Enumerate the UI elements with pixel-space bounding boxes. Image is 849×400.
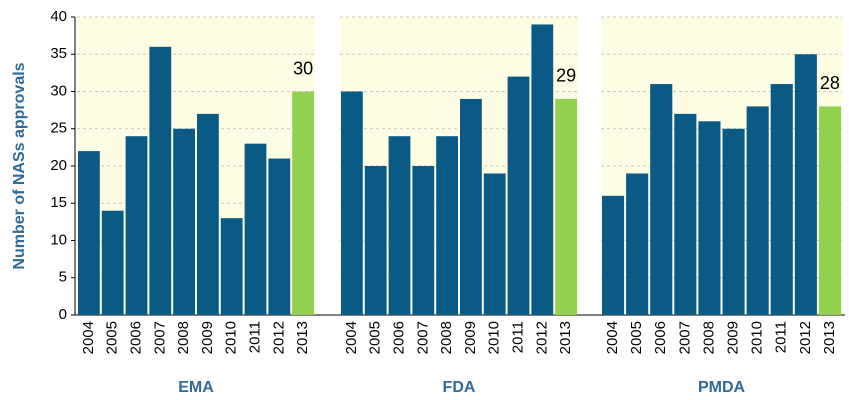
x-tick-label: 2008	[438, 321, 455, 354]
y-axis-label: Number of NASs approvals	[11, 62, 28, 269]
x-tick-label: 2009	[199, 321, 216, 354]
data-label: 29	[556, 66, 576, 86]
x-tick-label: 2006	[390, 321, 407, 354]
x-tick-label: 2008	[700, 321, 717, 354]
bar	[78, 151, 100, 315]
x-tick-label: 2009	[462, 321, 479, 354]
x-tick-label: 2005	[628, 321, 645, 354]
bar	[341, 91, 363, 315]
group-label: FDA	[443, 379, 476, 396]
y-tick-label: 15	[50, 194, 67, 211]
bar	[460, 98, 482, 315]
bar	[794, 54, 817, 315]
x-tick-label: 2013	[557, 321, 574, 354]
x-tick-label: 2010	[749, 321, 766, 354]
y-tick-label: 5	[59, 269, 67, 286]
x-tick-label: 2009	[725, 321, 742, 354]
x-tick-label: 2010	[486, 321, 503, 354]
bar	[292, 91, 314, 315]
x-tick-label: 2005	[104, 321, 121, 354]
x-tick-label: 2012	[270, 321, 287, 354]
data-label: 28	[820, 73, 840, 93]
x-tick-label: 2004	[343, 321, 360, 354]
bar	[483, 173, 506, 315]
y-tick-label: 30	[50, 82, 67, 99]
bar	[364, 166, 387, 315]
x-tick-label: 2007	[676, 321, 693, 354]
x-tick-label: 2010	[223, 321, 240, 354]
x-tick-label: 2013	[294, 321, 311, 354]
x-tick-label: 2004	[80, 321, 97, 354]
bar	[125, 136, 148, 315]
x-tick-label: 2012	[533, 321, 550, 354]
bar	[436, 136, 458, 315]
x-tick-label: 2007	[151, 321, 168, 354]
x-tick-label: 2005	[367, 321, 384, 354]
data-label: 30	[293, 58, 313, 78]
bar	[722, 128, 745, 315]
x-tick-label: 2006	[652, 321, 669, 354]
bar	[818, 106, 841, 316]
bar	[698, 121, 721, 315]
x-tick-label: 2007	[414, 321, 431, 354]
y-tick-label: 20	[50, 157, 67, 174]
x-tick-label: 2011	[246, 321, 263, 353]
y-tick-label: 10	[50, 231, 67, 248]
bar	[674, 113, 697, 315]
bar	[388, 136, 411, 315]
x-tick-label: 2006	[127, 321, 144, 354]
bar	[244, 143, 267, 315]
group-label: PMDA	[698, 379, 746, 396]
bar	[268, 158, 291, 315]
bar	[626, 173, 649, 315]
bar	[220, 218, 243, 315]
bar	[555, 98, 577, 315]
y-tick-label: 0	[59, 306, 67, 323]
bar	[650, 84, 673, 315]
x-tick-label: 2004	[604, 321, 621, 354]
x-tick-label: 2008	[175, 321, 192, 354]
x-tick-label: 2013	[821, 321, 838, 354]
y-tick-label: 25	[50, 120, 67, 137]
bar	[149, 46, 172, 316]
x-tick-label: 2011	[773, 321, 790, 353]
bar	[173, 128, 195, 315]
x-tick-label: 2012	[797, 321, 814, 354]
bar	[507, 76, 530, 315]
bar	[412, 166, 435, 315]
bar	[531, 24, 554, 315]
bar	[770, 84, 793, 315]
y-tick-label: 35	[50, 45, 67, 62]
bar	[101, 210, 124, 315]
bar	[197, 113, 219, 315]
bar	[602, 195, 625, 315]
group-label: EMA	[178, 379, 214, 396]
bar	[746, 106, 769, 316]
y-tick-label: 40	[50, 8, 67, 25]
x-tick-label: 2011	[509, 321, 526, 353]
